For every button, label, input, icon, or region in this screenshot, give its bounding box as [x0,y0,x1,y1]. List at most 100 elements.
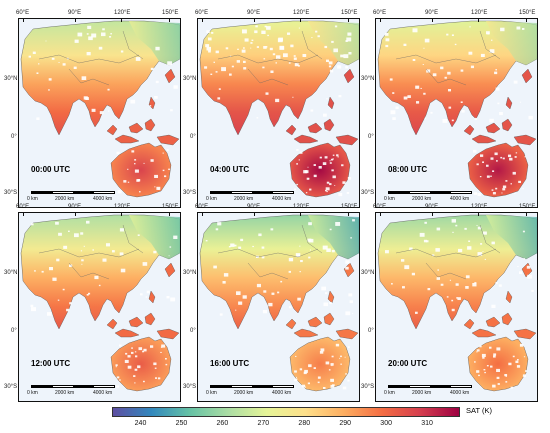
missing-data-pixel [519,101,522,103]
scale-bar-segment [252,192,273,193]
missing-data-pixel [504,374,508,377]
scale-bar-segment [272,386,293,387]
missing-data-pixel [409,247,413,251]
island [343,68,355,84]
border-line [479,30,501,60]
missing-data-pixel [81,263,83,265]
missing-data-pixel [125,352,128,355]
latitude-label: 30°N [183,270,197,276]
missing-data-pixel [211,32,214,34]
missing-data-pixel [474,361,476,363]
longitude-tick [169,213,170,216]
missing-data-pixel [173,235,178,239]
longitude-tick [121,19,122,22]
missing-data-pixel [495,69,497,71]
scale-bar-segment [389,386,410,387]
missing-data-pixel [99,111,104,115]
missing-data-pixel [92,249,94,251]
missing-data-pixel [170,109,173,112]
asia-landmass [377,214,537,330]
missing-data-pixel [288,306,292,309]
missing-data-pixel [430,111,433,114]
missing-data-pixel [98,46,103,50]
missing-data-pixel [213,61,215,63]
missing-data-pixel [440,66,444,70]
missing-data-pixel [326,59,329,62]
missing-data-pixel [476,351,478,353]
longitude-label: 60°E [373,204,387,210]
missing-data-pixel [517,266,519,267]
missing-data-pixel [474,282,477,284]
scale-bar-segment [32,192,53,193]
missing-data-pixel [223,273,229,277]
longitude-tick [202,19,203,22]
missing-data-pixel [127,181,130,183]
missing-data-pixel [442,119,448,123]
missing-data-pixel [299,271,301,273]
missing-data-pixel [490,175,492,177]
missing-data-pixel [512,171,516,175]
missing-data-pixel [496,160,498,162]
missing-data-pixel [350,237,352,239]
missing-data-pixel [497,383,500,385]
missing-data-pixel [484,258,486,260]
missing-data-pixel [518,180,521,183]
missing-data-pixel [238,301,243,305]
missing-data-pixel [477,226,482,230]
missing-data-pixel [150,345,154,348]
missing-data-pixel [308,256,311,259]
missing-data-pixel [505,381,508,383]
missing-data-pixel [225,47,229,50]
missing-data-pixel [436,227,441,231]
missing-data-pixel [333,48,338,53]
missing-data-pixel [480,154,484,157]
colorbar-tick-label: 240 [134,420,147,427]
longitude-tick [169,19,170,22]
latitude-label: 30°S [4,384,18,390]
latitude-label: 0° [190,134,196,140]
longitude-tick [254,213,255,216]
missing-data-pixel [140,293,143,296]
missing-data-pixel [49,267,53,271]
time-label: 12:00 UTC [31,359,71,368]
scale-label: 0 km [206,196,217,202]
missing-data-pixel [315,30,318,33]
border-line [68,68,110,86]
border-line [122,224,144,254]
missing-data-pixel [411,272,415,276]
latitude-label: 0° [368,134,374,140]
missing-data-pixel [304,369,308,373]
missing-data-pixel [329,162,332,164]
missing-data-pixel [324,45,328,49]
missing-data-pixel [162,152,164,154]
island [521,68,533,84]
island [471,134,497,144]
missing-data-pixel [476,225,478,226]
missing-data-pixel [206,30,210,33]
longitude-label: 90°E [425,204,439,210]
missing-data-pixel [299,245,301,247]
missing-data-pixel [332,154,335,156]
missing-data-pixel [448,106,452,109]
missing-data-pixel [51,57,55,60]
missing-data-pixel [298,65,300,67]
missing-data-pixel [294,370,297,373]
missing-data-pixel [68,230,70,232]
colorbar-title: SAT (K) [466,406,492,415]
missing-data-pixel [124,359,129,363]
longitude-label: 120°E [114,10,131,16]
missing-data-pixel [468,51,473,55]
latitude-label: 30°S [4,190,18,196]
missing-data-pixel [331,40,334,43]
missing-data-pixel [243,47,245,49]
scale-label: 0 km [384,196,395,202]
latitude-label: 30°S [183,384,197,390]
longitude-label: 60°E [16,204,30,210]
longitude-tick [478,19,479,22]
latitude-label: 30°S [361,384,375,390]
missing-data-pixel [119,252,124,256]
missing-data-pixel [101,32,106,37]
longitude-label: 90°E [425,10,439,16]
colorbar-tick-label: 270 [257,420,270,427]
